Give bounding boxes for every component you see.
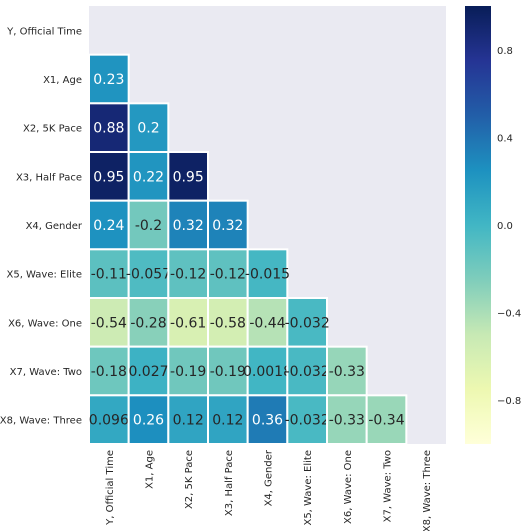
heatmap-cell [88, 199, 130, 251]
heatmap-cell [207, 248, 249, 299]
heatmap-cell [88, 297, 130, 348]
heatmap-cell [127, 102, 170, 154]
heatmap-cell [246, 248, 289, 299]
cell-value-label: -0.28 [130, 315, 166, 331]
colorbar-tick-label: 0.0 [497, 221, 513, 232]
row-label: X3, Half Pace [16, 172, 82, 183]
cell-value-label: -0.33 [329, 413, 365, 429]
cell-value-label: -0.54 [91, 315, 127, 331]
colorbar: 0.8 0.4 0.0 −0.4 −0.8 [465, 6, 521, 444]
heatmap-cells: 0.23 0.88 0.2 0.95 0.22 0.95 0.24 -0.2 0.32 0.32 -… [88, 53, 408, 446]
colorbar-tick-label: −0.8 [497, 396, 521, 407]
column-label: X5, Wave: Elite [303, 450, 314, 526]
cell-value-label: -0.032 [285, 364, 330, 380]
row-label: Y, Official Time [6, 26, 82, 37]
row-label: X7, Wave: Two [10, 367, 82, 378]
row-label: X5, Wave: Elite [6, 270, 82, 281]
cell-value-label: 0.32 [173, 218, 204, 234]
cell-value-label: 0.95 [93, 169, 124, 185]
cell-value-label: -0.18 [91, 364, 127, 380]
cell-value-label: -0.44 [249, 315, 285, 331]
heatmap-cell [88, 394, 130, 446]
cell-value-label: 0.096 [89, 413, 129, 429]
cell-value-label: -0.12 [210, 267, 246, 283]
row-label: X2, 5K Pace [23, 124, 82, 135]
column-label: X4, Gender [264, 449, 275, 506]
heatmap-cell [127, 199, 170, 251]
column-label: Y, Official Time [105, 450, 116, 526]
cell-value-label: 0.95 [173, 169, 204, 185]
row-label: X4, Gender [26, 221, 83, 232]
heatmap-cell [246, 394, 289, 446]
cell-value-label: -0.057 [126, 267, 171, 283]
column-label: X1, Age [145, 450, 156, 489]
column-label: X7, Wave: Two [383, 450, 394, 522]
cell-value-label: -0.12 [170, 267, 206, 283]
column-label: X2, 5K Pace [184, 450, 195, 509]
cell-value-label: -0.58 [210, 315, 246, 331]
colorbar-tick-label: −0.4 [497, 309, 521, 320]
row-label: X1, Age [43, 75, 82, 86]
cell-value-label: 0.36 [252, 413, 283, 429]
cell-value-label: 0.12 [212, 413, 243, 429]
row-labels: Y, Official Time X1, Age X2, 5K Pace X3, Ha… [0, 26, 83, 426]
cell-value-label: -0.032 [285, 315, 330, 331]
colorbar-tick-label: 0.4 [497, 133, 513, 144]
cell-value-label: 0.22 [133, 169, 164, 185]
row-label: X6, Wave: One [8, 318, 82, 329]
cell-value-label: -0.2 [135, 218, 162, 234]
cell-value-label: -0.34 [368, 413, 404, 429]
cell-value-label: 0.0018 [243, 364, 292, 380]
cell-value-label: -0.61 [170, 315, 206, 331]
column-label: X6, Wave: One [343, 450, 354, 524]
cell-value-label: 0.24 [93, 218, 124, 234]
heatmap-cell [167, 199, 209, 251]
column-label: X8, Wave: Three [422, 450, 433, 531]
cell-value-label: -0.33 [329, 364, 365, 380]
colorbar-ticks: 0.8 0.4 0.0 −0.4 −0.8 [497, 46, 521, 407]
colorbar-gradient [465, 6, 491, 444]
cell-value-label: 0.88 [93, 121, 124, 137]
row-label: X8, Wave: Three [0, 416, 82, 427]
column-label: X3, Half Pace [224, 450, 235, 516]
cell-value-label: 0.23 [93, 72, 124, 88]
heatmap-cell [88, 248, 130, 299]
heatmap-cell [365, 394, 408, 446]
cell-value-label: 0.027 [128, 364, 168, 380]
cell-value-label: -0.015 [245, 267, 290, 283]
column-labels: Y, Official Time X1, Age X2, 5K Pace X3, Ha… [105, 449, 433, 531]
cell-value-label: -0.19 [170, 364, 206, 380]
heatmap-cell [286, 297, 329, 348]
cell-value-label: -0.19 [210, 364, 246, 380]
heatmap-cell [88, 53, 130, 105]
cell-value-label: -0.11 [91, 267, 127, 283]
heatmap-cell [127, 394, 170, 446]
colorbar-tick-label: 0.8 [497, 46, 513, 57]
cell-value-label: 0.32 [212, 218, 243, 234]
cell-value-label: -0.032 [285, 413, 330, 429]
cell-value-label: 0.2 [137, 121, 159, 137]
cell-value-label: 0.26 [133, 413, 164, 429]
heatmap-cell [326, 394, 368, 446]
cell-value-label: 0.12 [173, 413, 204, 429]
